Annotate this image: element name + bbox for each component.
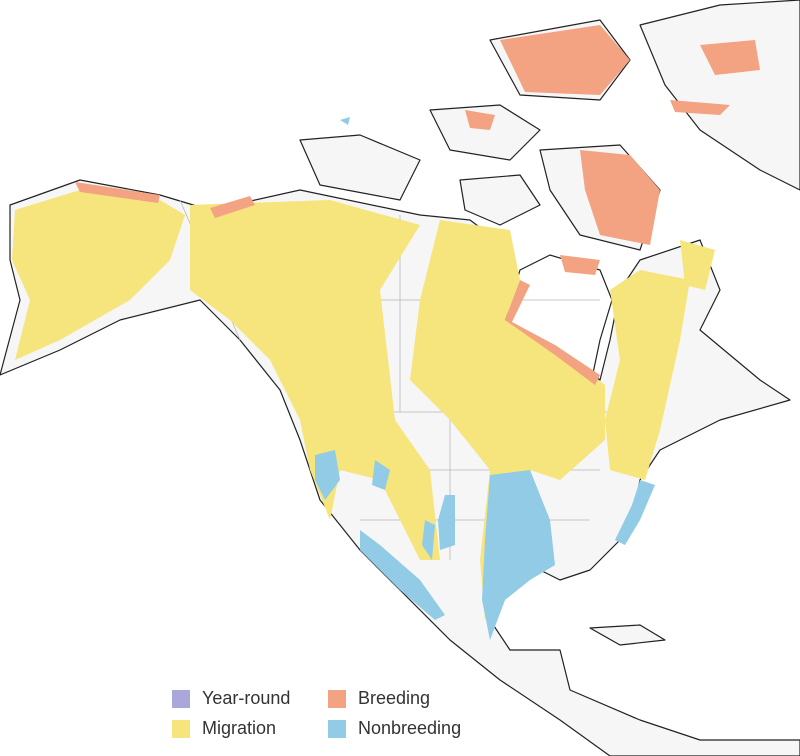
caribbean-island [589,624,666,646]
breeding-area [505,280,600,385]
breeding-area [210,196,255,218]
range [12,25,760,640]
breeding-area [700,40,760,75]
arctic-island [459,174,541,226]
arctic-island [299,134,421,201]
breeding-area [580,150,660,245]
legend-label: Nonbreeding [358,718,461,738]
legend-swatch [172,690,190,708]
legend: Year-round Breeding Migration Nonbreeding [172,688,461,738]
legend-label: Year-round [202,688,290,708]
migration-area [410,220,605,620]
migration-area [605,270,690,480]
nonbreeding-area [360,530,445,620]
legend-swatch [328,720,346,738]
nonbreeding-area [482,470,555,640]
legend-label: Breeding [358,688,430,708]
nonbreeding-area [615,480,655,545]
breeding-area [670,100,730,115]
migration-area [12,190,185,360]
arctic-island [429,104,541,161]
migration-area [680,240,715,290]
breeding-area [75,182,160,203]
legend-swatch [328,690,346,708]
legend-swatch [172,720,190,738]
nonbreeding-area [315,450,340,500]
nonbreeding-area [372,460,455,560]
greenland [639,0,800,191]
breeding-area [465,110,600,275]
breeding-area [500,25,630,95]
nonbreeding-area [340,117,350,125]
legend-label: Migration [202,718,276,738]
